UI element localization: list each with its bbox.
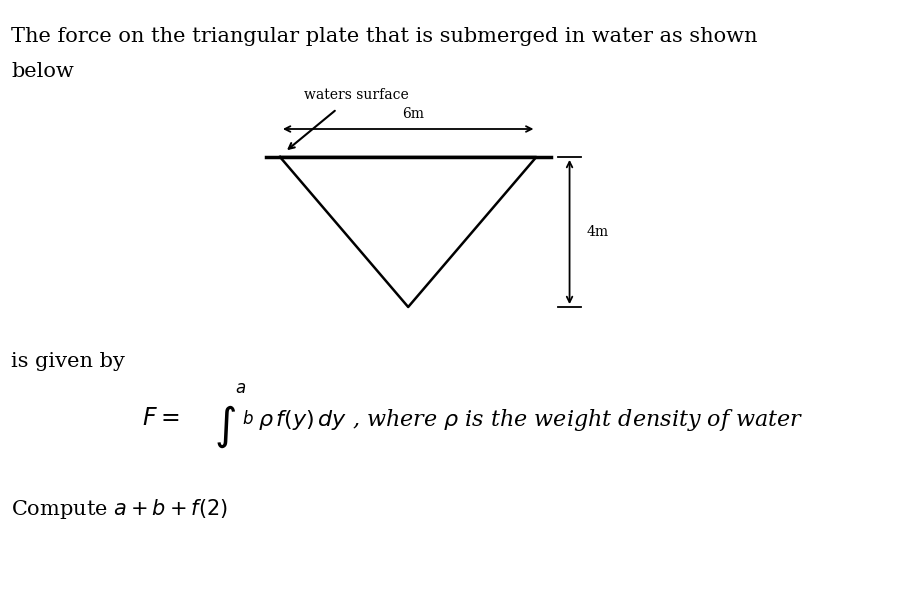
Text: 6m: 6m [402,107,424,121]
Text: $F = $: $F = $ [142,407,180,430]
Text: Compute $a + b + f(2)$: Compute $a + b + f(2)$ [11,497,228,521]
Text: below: below [11,62,74,81]
Text: The force on the triangular plate that is submerged in water as shown: The force on the triangular plate that i… [11,27,758,46]
Text: $a$: $a$ [235,380,246,397]
Text: 4m: 4m [586,225,609,239]
Text: waters surface: waters surface [303,88,409,102]
Text: $\rho\, f(y)\, dy$ , where $\rho$ is the weight density of water: $\rho\, f(y)\, dy$ , where $\rho$ is the… [258,407,803,433]
Text: $\int$: $\int$ [213,404,235,450]
Text: $b$: $b$ [242,410,254,428]
Text: is given by: is given by [11,352,125,371]
